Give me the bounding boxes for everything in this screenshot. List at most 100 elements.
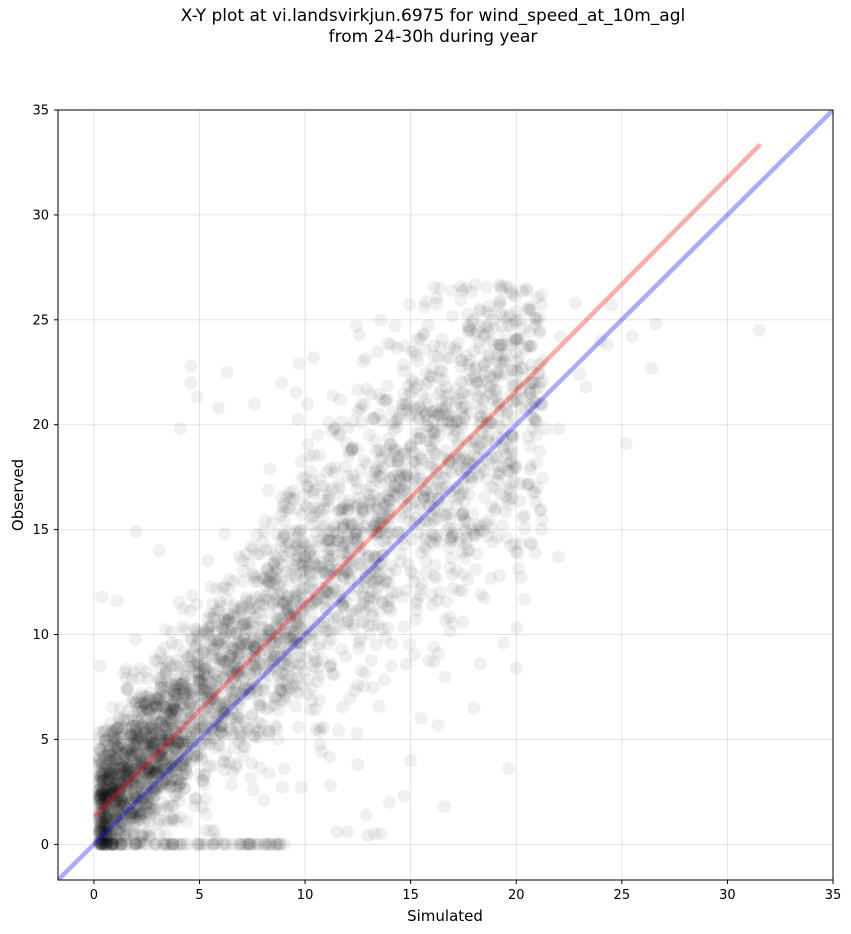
scatter-point bbox=[491, 431, 504, 445]
y-tick-label: 30 bbox=[32, 208, 49, 223]
scatter-point bbox=[154, 681, 167, 695]
scatter-point bbox=[303, 547, 317, 561]
scatter-point bbox=[278, 694, 292, 708]
scatter-point bbox=[471, 451, 485, 465]
scatter-point bbox=[248, 644, 262, 658]
scatter-point bbox=[211, 739, 225, 752]
scatter-point bbox=[159, 751, 173, 765]
scatter-point bbox=[366, 516, 380, 529]
scatter-point bbox=[233, 641, 247, 655]
scatter-point bbox=[327, 421, 341, 435]
scatter-point bbox=[351, 383, 365, 397]
scatter-point bbox=[122, 770, 135, 784]
scatter-point bbox=[293, 645, 307, 659]
scatter-point bbox=[372, 699, 386, 713]
scatter-point bbox=[457, 514, 471, 528]
scatter-point bbox=[255, 717, 269, 731]
scatter-point bbox=[192, 665, 205, 679]
scatter-point bbox=[217, 698, 231, 712]
scatter-point bbox=[511, 333, 525, 347]
scatter-point bbox=[103, 729, 117, 743]
scatter-point bbox=[457, 411, 471, 425]
scatter-point bbox=[199, 737, 213, 751]
scatter-point bbox=[92, 751, 106, 765]
scatter-point bbox=[423, 434, 437, 447]
scatter-point bbox=[467, 701, 481, 715]
scatter-point bbox=[480, 472, 494, 486]
scatter-point bbox=[132, 804, 145, 818]
scatter-point bbox=[185, 589, 199, 603]
scatter-point bbox=[306, 648, 320, 662]
scatter-point bbox=[363, 497, 376, 510]
scatter-point bbox=[619, 437, 633, 451]
scatter-point bbox=[404, 753, 418, 767]
scatter-point bbox=[325, 667, 339, 681]
scatter-point bbox=[286, 677, 300, 691]
scatter-point bbox=[352, 641, 366, 655]
scatter-point bbox=[530, 313, 544, 327]
scatter-point bbox=[204, 677, 218, 691]
scatter-point bbox=[368, 465, 382, 479]
scatter-point bbox=[171, 737, 185, 751]
scatter-point bbox=[131, 799, 145, 813]
scatter-point bbox=[491, 459, 505, 473]
scatter-point bbox=[454, 464, 468, 478]
x-tick-label: 35 bbox=[825, 888, 842, 903]
scatter-point bbox=[325, 657, 339, 671]
scatter-point bbox=[410, 432, 424, 446]
scatter-point bbox=[404, 385, 418, 399]
scatter-point bbox=[487, 337, 501, 351]
scatter-point bbox=[98, 837, 112, 851]
scatter-point bbox=[102, 745, 116, 759]
scatter-point bbox=[305, 694, 319, 708]
scatter-point bbox=[260, 561, 274, 575]
scatter-point bbox=[356, 504, 369, 518]
scatter-point bbox=[279, 596, 293, 610]
scatter-point bbox=[383, 437, 397, 451]
scatter-point bbox=[138, 696, 152, 710]
scatter-point bbox=[394, 546, 408, 560]
scatter-point bbox=[443, 511, 457, 525]
scatter-point bbox=[351, 758, 365, 772]
scatter-point bbox=[261, 574, 275, 588]
scatter-point bbox=[484, 387, 498, 401]
scatter-point bbox=[473, 442, 486, 455]
scatter-point bbox=[190, 626, 204, 639]
scatter-point bbox=[175, 768, 189, 782]
scatter-point bbox=[373, 493, 387, 507]
scatter-point bbox=[370, 572, 384, 586]
scatter-point bbox=[184, 649, 198, 663]
scatter-point bbox=[469, 435, 482, 449]
scatter-point bbox=[215, 621, 229, 635]
scatter-point bbox=[163, 757, 177, 771]
scatter-point bbox=[315, 560, 329, 574]
scatter-point bbox=[316, 512, 330, 526]
scatter-point bbox=[94, 830, 108, 843]
scatter-point bbox=[158, 680, 171, 694]
scatter-point bbox=[510, 354, 524, 368]
scatter-point bbox=[301, 480, 315, 494]
scatter-point bbox=[169, 743, 183, 757]
scatter-point bbox=[217, 701, 231, 715]
scatter-point bbox=[522, 477, 536, 491]
scatter-point bbox=[151, 726, 165, 739]
scatter-point bbox=[394, 472, 408, 486]
scatter-point bbox=[425, 443, 439, 457]
scatter-point bbox=[469, 562, 483, 576]
scatter-point bbox=[163, 775, 177, 789]
scatter-point bbox=[439, 471, 453, 485]
scatter-point bbox=[342, 615, 355, 629]
scatter-point bbox=[391, 454, 405, 468]
scatter-point bbox=[96, 787, 110, 801]
scatter-point bbox=[199, 824, 213, 837]
scatter-point bbox=[216, 623, 230, 636]
scatter-point bbox=[494, 319, 508, 333]
scatter-point bbox=[204, 824, 218, 838]
scatter-point bbox=[301, 437, 315, 451]
scatter-point bbox=[390, 341, 404, 355]
scatter-point bbox=[514, 536, 528, 550]
scatter-point bbox=[317, 721, 330, 735]
scatter-point bbox=[458, 551, 472, 565]
reference-lines bbox=[58, 110, 833, 880]
